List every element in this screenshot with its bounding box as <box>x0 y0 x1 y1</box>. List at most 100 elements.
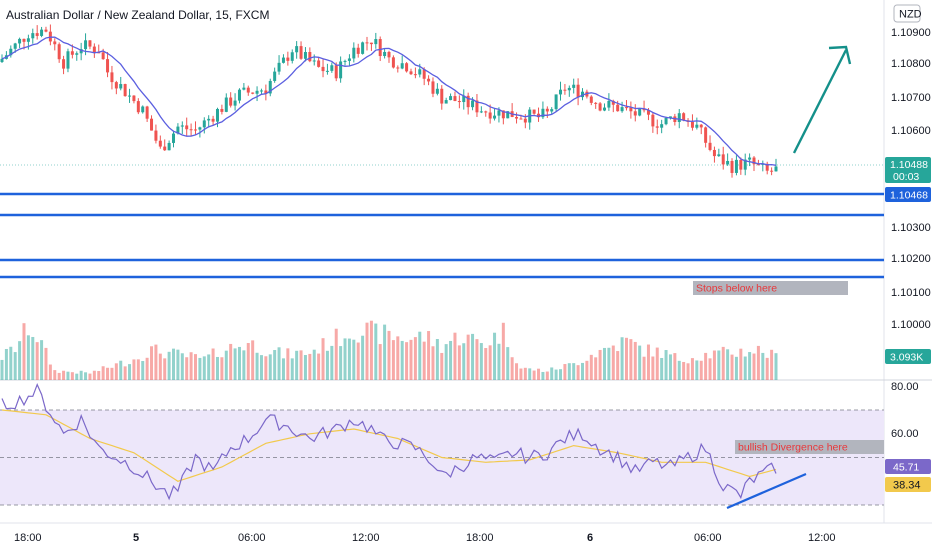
candle <box>136 101 140 113</box>
candle <box>141 106 145 113</box>
volume-bar <box>563 364 567 380</box>
candle <box>396 67 400 69</box>
volume-bar <box>576 365 580 380</box>
volume-bar <box>761 352 765 380</box>
candle <box>343 60 347 62</box>
volume-bar <box>141 361 145 380</box>
volume-bar <box>572 363 576 380</box>
candle <box>409 71 413 75</box>
candle <box>559 89 563 95</box>
candle <box>554 94 558 110</box>
candle <box>440 88 444 104</box>
candle <box>770 170 774 172</box>
candle <box>651 114 655 127</box>
price-tick: 1.10300 <box>891 222 931 234</box>
stops-note-box[interactable] <box>693 281 848 295</box>
candle <box>62 59 66 69</box>
candle <box>53 41 57 45</box>
volume-bar <box>22 323 26 380</box>
candle <box>427 78 431 82</box>
volume-bar <box>695 360 699 380</box>
candle <box>682 113 686 121</box>
volume-bar <box>352 339 356 380</box>
currency-badge[interactable] <box>893 4 921 23</box>
candle <box>475 100 479 113</box>
candle <box>462 95 466 103</box>
volume-bar <box>0 359 4 380</box>
candle <box>550 109 554 112</box>
volume-bar <box>739 348 743 380</box>
divergence-note-box[interactable] <box>735 440 884 454</box>
candle <box>66 51 70 69</box>
candle <box>726 160 730 165</box>
last-price-value: 1.10488 <box>890 159 928 171</box>
candle <box>264 90 268 94</box>
volume-bar <box>255 352 259 380</box>
volume-bar <box>13 352 17 380</box>
candle <box>321 66 325 72</box>
volume-bar <box>387 330 391 380</box>
volume-bar <box>339 346 343 380</box>
candle <box>347 58 351 61</box>
candle <box>18 38 22 44</box>
volume-bar <box>207 354 211 380</box>
time-tick: 5 <box>133 532 139 544</box>
volume-bar <box>281 358 285 380</box>
volume-bar <box>519 368 523 380</box>
line-price-value: 1.10468 <box>890 190 928 202</box>
chart-title[interactable]: Australian Dollar / New Zealand Dollar, … <box>6 8 269 22</box>
rsi-line <box>1 383 777 501</box>
volume-bar <box>400 340 404 380</box>
candle <box>176 126 180 134</box>
volume-bar <box>44 347 48 380</box>
candle <box>378 39 382 57</box>
volume-bar <box>114 363 118 380</box>
volume-bar <box>668 354 672 380</box>
volume-bar <box>88 373 92 380</box>
volume-bar <box>682 361 686 380</box>
volume-bar <box>585 360 589 380</box>
volume-bar <box>497 343 501 380</box>
volume-bar <box>66 371 70 380</box>
candle <box>9 48 13 56</box>
volume-bar <box>9 346 13 380</box>
candle <box>84 40 88 50</box>
candle <box>668 116 672 118</box>
volume-bar <box>369 320 373 380</box>
candle <box>97 52 101 54</box>
candle <box>317 60 321 67</box>
volume-bar <box>356 342 360 380</box>
candle <box>303 51 307 59</box>
candle <box>563 89 567 91</box>
candle <box>163 146 167 151</box>
candle <box>365 42 369 44</box>
candle <box>400 63 404 69</box>
volume-bar <box>598 349 602 380</box>
volume-bar <box>554 369 558 380</box>
candle <box>233 100 237 106</box>
volume-bar <box>581 362 584 380</box>
volume-bar <box>699 360 703 380</box>
bullish-arrow[interactable] <box>792 45 852 154</box>
volume-bar <box>734 356 738 380</box>
candle <box>237 89 241 101</box>
volume-bar <box>545 371 549 380</box>
volume-bar <box>638 345 642 380</box>
divergence-trendline[interactable] <box>726 472 807 510</box>
candle <box>629 107 633 112</box>
candle <box>607 100 611 108</box>
volume-bar <box>396 336 400 380</box>
candle <box>717 154 721 157</box>
candle <box>646 110 650 115</box>
candle <box>660 124 664 128</box>
volume-bar <box>453 332 457 380</box>
volume-bar <box>537 368 541 380</box>
volume-bar <box>611 345 615 380</box>
candle <box>519 118 523 120</box>
candle <box>752 157 756 165</box>
volume-bar <box>704 352 708 380</box>
candle <box>308 51 312 62</box>
volume-bar <box>246 343 250 380</box>
candle <box>180 125 184 127</box>
